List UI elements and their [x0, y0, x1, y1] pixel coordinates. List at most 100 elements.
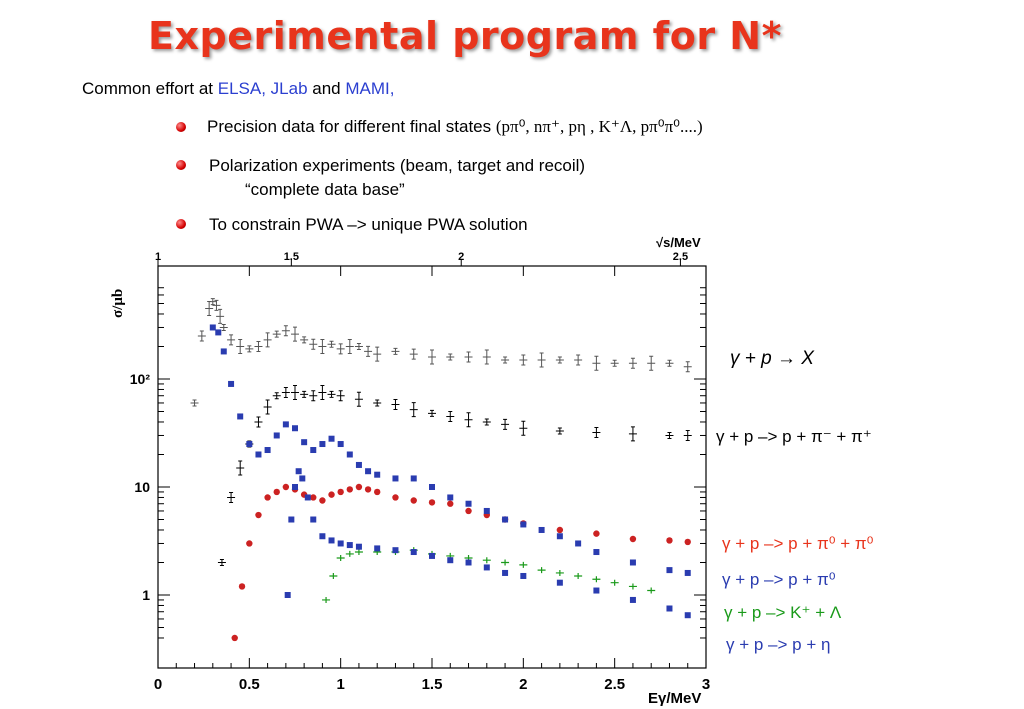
- data-point: [281, 386, 290, 398]
- data-point: [245, 345, 254, 353]
- data-point: [273, 432, 280, 439]
- data-point: [610, 579, 619, 586]
- data-point: [216, 308, 225, 324]
- x-axis-label: Eγ/MeV: [648, 690, 701, 707]
- top-tick-label: 1.5: [284, 251, 299, 263]
- data-point: [683, 361, 692, 373]
- data-point: [328, 491, 335, 498]
- data-point: [592, 426, 601, 438]
- data-point: [215, 329, 222, 336]
- data-point: [255, 511, 262, 519]
- data-point: [409, 402, 418, 418]
- data-point: [520, 572, 527, 579]
- data-point: [592, 576, 601, 583]
- x-tick-label: 1: [336, 676, 344, 693]
- data-point: [519, 354, 528, 366]
- x-tick-label: 1.5: [422, 676, 443, 693]
- data-point: [264, 447, 271, 454]
- subtitle-and: and: [307, 79, 346, 98]
- data-point: [190, 399, 199, 407]
- data-point: [482, 557, 491, 564]
- data-point: [502, 569, 509, 576]
- data-point: [665, 431, 674, 439]
- data-point: [364, 345, 373, 357]
- data-point: [628, 583, 637, 590]
- data-point: [345, 550, 354, 557]
- data-point: [309, 390, 318, 402]
- top-tick-label: 2.5: [673, 251, 688, 263]
- data-point: [429, 484, 435, 490]
- data-point: [446, 353, 455, 361]
- data-point: [684, 538, 691, 546]
- data-point: [665, 359, 674, 367]
- data-point: [328, 537, 335, 544]
- data-point: [464, 351, 473, 363]
- data-point: [336, 390, 345, 402]
- data-point: [318, 384, 327, 400]
- data-point: [354, 391, 363, 407]
- data-point: [465, 559, 472, 566]
- data-point: [537, 567, 546, 574]
- data-point: [373, 399, 382, 407]
- data-point: [538, 526, 545, 533]
- data-point: [231, 634, 238, 642]
- data-point: [374, 488, 381, 496]
- data-point: [666, 605, 673, 612]
- subtitle-labs: ELSA, JLab: [217, 79, 308, 98]
- data-point: [263, 332, 272, 348]
- data-point: [409, 348, 418, 360]
- data-point: [555, 427, 564, 435]
- subtitle-last: MAMI,: [345, 79, 395, 98]
- data-point: [327, 390, 336, 398]
- data-point: [228, 380, 235, 387]
- data-point: [391, 399, 400, 411]
- data-point: [482, 349, 491, 365]
- top-tick-label: 2: [458, 251, 464, 263]
- data-point: [575, 540, 582, 547]
- bullet-text-1-detail: “complete data base”: [245, 180, 405, 199]
- data-point: [319, 533, 326, 540]
- data-point: [555, 356, 564, 364]
- data-point: [447, 500, 454, 507]
- data-point: [628, 426, 637, 442]
- y-tick-label: 10: [134, 479, 150, 495]
- data-point: [300, 336, 309, 344]
- data-point: [537, 352, 546, 368]
- data-point: [208, 298, 217, 306]
- data-point: [281, 325, 290, 337]
- data-point: [555, 569, 564, 576]
- data-point: [392, 475, 399, 482]
- data-point: [337, 488, 344, 496]
- data-point: [483, 564, 490, 571]
- data-point: [556, 533, 563, 540]
- data-point: [337, 441, 344, 448]
- data-point: [447, 494, 454, 501]
- data-point: [263, 399, 272, 415]
- bullet-icon: [176, 160, 186, 170]
- data-point: [272, 330, 281, 338]
- data-point: [519, 561, 528, 568]
- data-point: [291, 326, 299, 342]
- data-point: [319, 497, 326, 504]
- data-point: [610, 359, 619, 367]
- data-point: [272, 392, 281, 400]
- bullet-text-1: Polarization experiments (beam, target a…: [209, 156, 586, 175]
- data-point: [217, 558, 226, 566]
- data-point: [483, 507, 490, 514]
- bullet-icon: [176, 122, 186, 132]
- data-point: [238, 583, 246, 590]
- data-point: [310, 447, 317, 454]
- data-point: [355, 483, 363, 491]
- data-point: [304, 494, 311, 501]
- x-tick-label: 0.5: [239, 676, 260, 693]
- data-point: [574, 354, 583, 366]
- data-point: [284, 592, 291, 598]
- legend-label: γ + p → X: [730, 348, 815, 369]
- subtitle-prefix: Common effort at: [82, 79, 218, 98]
- x-tick-label: 2: [519, 676, 527, 693]
- data-point: [629, 596, 636, 603]
- data-point: [556, 526, 564, 534]
- data-point: [666, 537, 673, 544]
- data-point: [236, 338, 245, 354]
